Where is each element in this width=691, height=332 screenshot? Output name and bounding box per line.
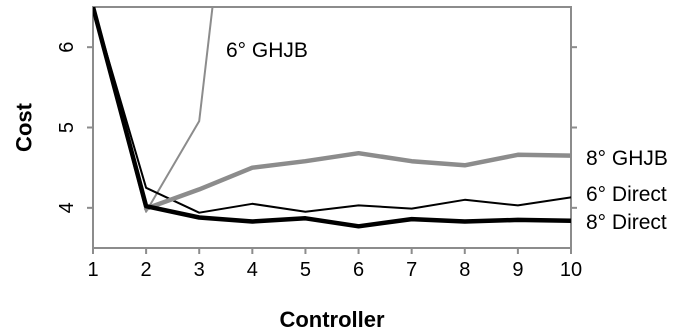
y-tick-label: 6 [56,42,78,53]
y-tick-label: 4 [56,202,78,213]
y-tick-label: 5 [56,122,78,133]
series-label-6-ghjb: 6° GHJB [226,39,308,62]
x-tick-label: 9 [512,259,523,281]
x-axis-title: Controller [279,307,385,332]
x-tick-label: 4 [247,259,258,281]
x-tick-label: 7 [406,259,417,281]
series-label-6-direct: 6° Direct [586,183,667,206]
series-label-8-direct: 8° Direct [586,211,667,234]
y-axis-title: Cost [12,102,37,152]
x-tick-label: 10 [560,259,582,281]
series-line-8-direct [93,7,571,229]
x-tick-label: 6 [353,259,364,281]
x-tick-label: 2 [141,259,152,281]
series-lines [93,7,571,229]
series-label-8-ghjb: 8° GHJB [586,147,668,170]
x-tick-label: 3 [194,259,205,281]
x-tick-label: 1 [87,259,98,281]
series-line-8-ghjb [143,150,571,211]
axis-ticks: 1 2 3 4 5 6 7 8 9 10 4 5 6 [56,42,582,281]
x-tick-label: 5 [300,259,311,281]
series-line-6-ghjb [93,7,214,213]
x-tick-label: 8 [459,259,470,281]
series-labels: 6° GHJB 8° GHJB 6° Direct 8° Direct [226,39,668,234]
